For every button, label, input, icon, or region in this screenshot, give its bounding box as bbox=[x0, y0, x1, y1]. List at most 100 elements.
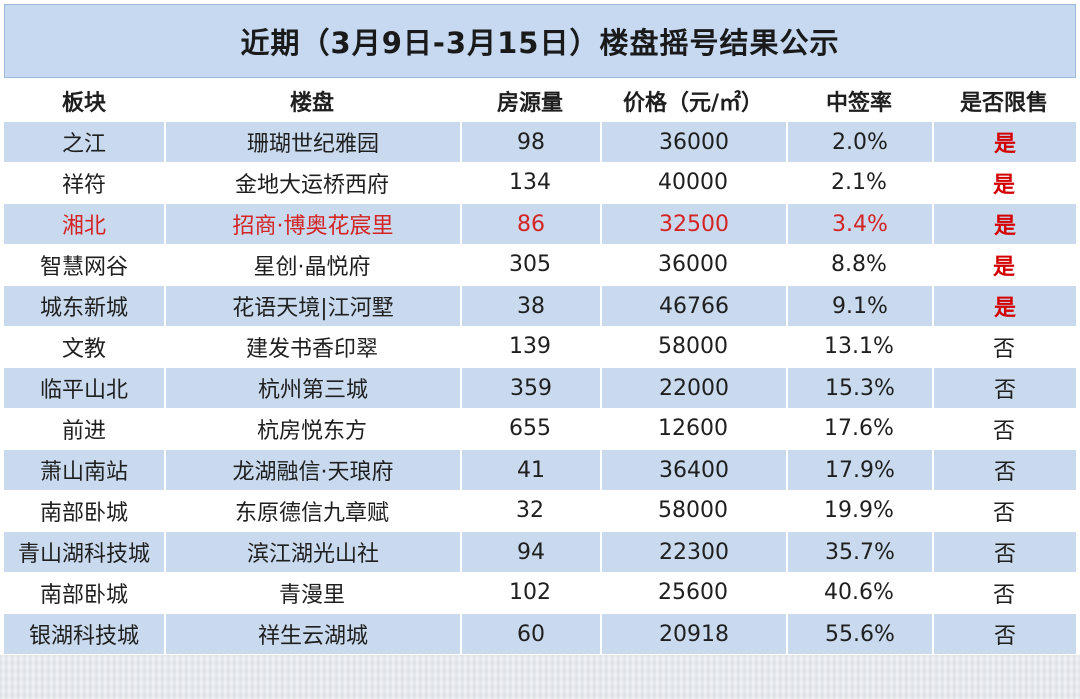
cell-price: 25600 bbox=[600, 572, 786, 613]
cell-restricted: 否 bbox=[932, 408, 1076, 449]
cell-district: 之江 bbox=[4, 121, 164, 162]
cell-restricted: 否 bbox=[932, 449, 1076, 490]
cell-restricted: 否 bbox=[932, 326, 1076, 367]
cell-district: 祥符 bbox=[4, 162, 164, 203]
table-row: 前进 杭房悦东方 655 12600 17.6% 否 bbox=[4, 408, 1076, 449]
cell-price: 20918 bbox=[600, 613, 786, 654]
cell-restricted: 是 bbox=[932, 285, 1076, 326]
cell-units: 98 bbox=[460, 121, 600, 162]
cell-district: 湘北 bbox=[4, 203, 164, 244]
cell-restricted: 否 bbox=[932, 572, 1076, 613]
header-price: 价格（元/㎡） bbox=[600, 80, 786, 121]
table-row: 湘北 招商·博奥花宸里 86 32500 3.4% 是 bbox=[4, 203, 1076, 244]
cell-win-rate: 17.9% bbox=[786, 449, 932, 490]
cell-price: 32500 bbox=[600, 203, 786, 244]
cell-units: 86 bbox=[460, 203, 600, 244]
cell-district: 南部卧城 bbox=[4, 490, 164, 531]
table-header-row: 板块 楼盘 房源量 价格（元/㎡） 中签率 是否限售 bbox=[4, 80, 1076, 121]
cell-price: 22000 bbox=[600, 367, 786, 408]
cell-district: 临平山北 bbox=[4, 367, 164, 408]
cell-price: 46766 bbox=[600, 285, 786, 326]
cell-project: 招商·博奥花宸里 bbox=[164, 203, 460, 244]
cell-win-rate: 15.3% bbox=[786, 367, 932, 408]
table-row: 祥符 金地大运桥西府 134 40000 2.1% 是 bbox=[4, 162, 1076, 203]
cell-price: 12600 bbox=[600, 408, 786, 449]
cell-restricted: 是 bbox=[932, 244, 1076, 285]
cell-project: 龙湖融信·天琅府 bbox=[164, 449, 460, 490]
cell-project: 花语天境|江河墅 bbox=[164, 285, 460, 326]
cell-restricted: 是 bbox=[932, 162, 1076, 203]
cell-price: 58000 bbox=[600, 490, 786, 531]
table-body: 之江 珊瑚世纪雅园 98 36000 2.0% 是祥符 金地大运桥西府 134 40000 2.1… bbox=[4, 121, 1076, 654]
cell-restricted: 否 bbox=[932, 613, 1076, 654]
cell-units: 32 bbox=[460, 490, 600, 531]
cell-project: 杭州第三城 bbox=[164, 367, 460, 408]
cell-win-rate: 8.8% bbox=[786, 244, 932, 285]
cell-project: 金地大运桥西府 bbox=[164, 162, 460, 203]
cell-price: 58000 bbox=[600, 326, 786, 367]
page-title: 近期（3月9日-3月15日）楼盘摇号结果公示 bbox=[4, 4, 1076, 78]
cell-units: 134 bbox=[460, 162, 600, 203]
cell-price: 40000 bbox=[600, 162, 786, 203]
cell-district: 智慧网谷 bbox=[4, 244, 164, 285]
cell-project: 星创·晶悦府 bbox=[164, 244, 460, 285]
cell-units: 655 bbox=[460, 408, 600, 449]
cell-restricted: 否 bbox=[932, 367, 1076, 408]
cell-win-rate: 40.6% bbox=[786, 572, 932, 613]
cell-district: 银湖科技城 bbox=[4, 613, 164, 654]
cell-win-rate: 13.1% bbox=[786, 326, 932, 367]
cell-units: 139 bbox=[460, 326, 600, 367]
cell-units: 94 bbox=[460, 531, 600, 572]
table-row: 城东新城 花语天境|江河墅 38 46766 9.1% 是 bbox=[4, 285, 1076, 326]
cell-project: 杭房悦东方 bbox=[164, 408, 460, 449]
header-win-rate: 中签率 bbox=[786, 80, 932, 121]
header-project: 楼盘 bbox=[164, 80, 460, 121]
cell-district: 前进 bbox=[4, 408, 164, 449]
cell-district: 萧山南站 bbox=[4, 449, 164, 490]
header-district: 板块 bbox=[4, 80, 164, 121]
cell-win-rate: 9.1% bbox=[786, 285, 932, 326]
cell-price: 22300 bbox=[600, 531, 786, 572]
cell-project: 滨江湖光山社 bbox=[164, 531, 460, 572]
cell-district: 青山湖科技城 bbox=[4, 531, 164, 572]
table-row: 临平山北 杭州第三城 359 22000 15.3% 否 bbox=[4, 367, 1076, 408]
table-row: 智慧网谷 星创·晶悦府 305 36000 8.8% 是 bbox=[4, 244, 1076, 285]
cell-restricted: 是 bbox=[932, 203, 1076, 244]
watermark-overlay bbox=[0, 655, 1080, 699]
table-row: 之江 珊瑚世纪雅园 98 36000 2.0% 是 bbox=[4, 121, 1076, 162]
cell-win-rate: 17.6% bbox=[786, 408, 932, 449]
cell-district: 城东新城 bbox=[4, 285, 164, 326]
cell-win-rate: 19.9% bbox=[786, 490, 932, 531]
table-row: 青山湖科技城 滨江湖光山社 94 22300 35.7% 否 bbox=[4, 531, 1076, 572]
cell-project: 建发书香印翠 bbox=[164, 326, 460, 367]
cell-win-rate: 35.7% bbox=[786, 531, 932, 572]
cell-restricted: 否 bbox=[932, 531, 1076, 572]
table-row: 文教 建发书香印翠 139 58000 13.1% 否 bbox=[4, 326, 1076, 367]
cell-price: 36400 bbox=[600, 449, 786, 490]
cell-units: 305 bbox=[460, 244, 600, 285]
cell-district: 文教 bbox=[4, 326, 164, 367]
header-units: 房源量 bbox=[460, 80, 600, 121]
cell-win-rate: 55.6% bbox=[786, 613, 932, 654]
cell-units: 41 bbox=[460, 449, 600, 490]
cell-units: 102 bbox=[460, 572, 600, 613]
cell-restricted: 是 bbox=[932, 121, 1076, 162]
header-restricted: 是否限售 bbox=[932, 80, 1076, 121]
cell-restricted: 否 bbox=[932, 490, 1076, 531]
cell-units: 38 bbox=[460, 285, 600, 326]
cell-units: 60 bbox=[460, 613, 600, 654]
cell-project: 青漫里 bbox=[164, 572, 460, 613]
table-row: 南部卧城 东原德信九章赋 32 58000 19.9% 否 bbox=[4, 490, 1076, 531]
table-row: 萧山南站 龙湖融信·天琅府 41 36400 17.9% 否 bbox=[4, 449, 1076, 490]
cell-project: 祥生云湖城 bbox=[164, 613, 460, 654]
cell-project: 东原德信九章赋 bbox=[164, 490, 460, 531]
cell-units: 359 bbox=[460, 367, 600, 408]
cell-price: 36000 bbox=[600, 244, 786, 285]
lottery-results-table: 板块 楼盘 房源量 价格（元/㎡） 中签率 是否限售 之江 珊瑚世纪雅园 98 360… bbox=[4, 80, 1076, 654]
cell-district: 南部卧城 bbox=[4, 572, 164, 613]
cell-price: 36000 bbox=[600, 121, 786, 162]
cell-win-rate: 2.1% bbox=[786, 162, 932, 203]
cell-win-rate: 3.4% bbox=[786, 203, 932, 244]
table-row: 南部卧城 青漫里 102 25600 40.6% 否 bbox=[4, 572, 1076, 613]
cell-win-rate: 2.0% bbox=[786, 121, 932, 162]
